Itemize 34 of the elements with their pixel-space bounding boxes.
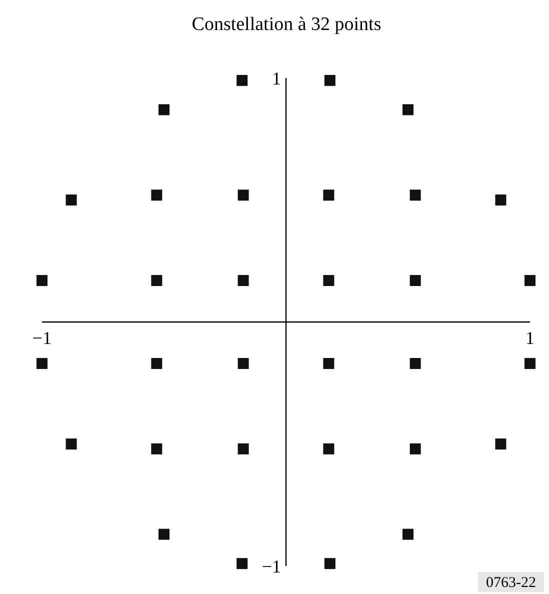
point	[323, 275, 334, 286]
point	[158, 104, 170, 116]
point	[410, 358, 421, 369]
point	[151, 190, 162, 201]
point	[238, 275, 249, 286]
point	[402, 104, 414, 116]
point	[66, 194, 77, 206]
point	[402, 528, 414, 540]
point	[324, 558, 336, 570]
point	[495, 438, 506, 450]
point	[323, 443, 334, 454]
point	[151, 443, 162, 454]
chart-title: Constellation à 32 points	[192, 14, 382, 35]
point	[238, 443, 249, 454]
point	[323, 358, 334, 369]
point	[238, 190, 249, 201]
text: 0763-22	[486, 575, 536, 591]
point	[238, 358, 249, 369]
point	[524, 275, 536, 286]
point	[410, 443, 421, 454]
point	[151, 275, 162, 286]
point	[524, 358, 536, 369]
point	[151, 358, 162, 369]
point	[323, 190, 334, 201]
point	[236, 74, 248, 86]
point	[410, 190, 421, 201]
point	[495, 194, 506, 206]
point	[66, 438, 77, 450]
point	[324, 74, 336, 86]
point	[158, 528, 170, 540]
point	[236, 558, 248, 570]
point	[36, 358, 48, 369]
point	[36, 275, 48, 286]
point	[410, 275, 421, 286]
